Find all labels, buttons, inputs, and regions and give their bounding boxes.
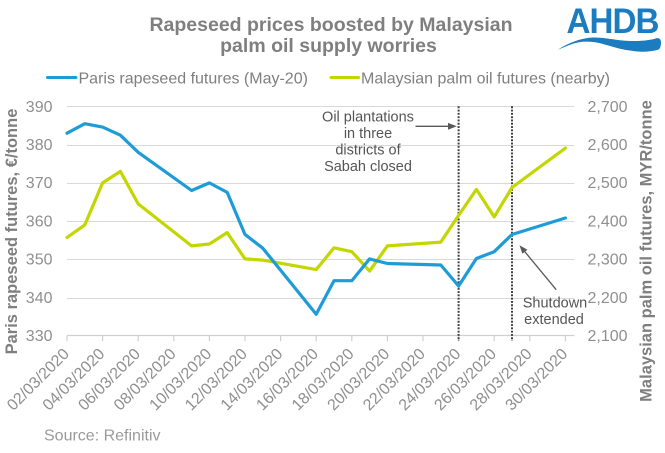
svg-text:Rapeseed prices boosted by Mal: Rapeseed prices boosted by Malaysian — [149, 14, 512, 36]
svg-text:Malaysian palm oil futures, MY: Malaysian palm oil futures, MYR/tonne — [638, 100, 656, 402]
svg-text:Malaysian palm oil futures (ne: Malaysian palm oil futures (nearby) — [361, 70, 610, 87]
svg-text:370: 370 — [26, 175, 53, 192]
svg-text:Sabah closed: Sabah closed — [324, 159, 412, 175]
svg-text:380: 380 — [26, 137, 53, 154]
svg-text:2,400: 2,400 — [588, 213, 628, 230]
svg-text:350: 350 — [26, 252, 53, 269]
svg-text:330: 330 — [26, 328, 53, 345]
svg-text:in three: in three — [344, 126, 392, 142]
svg-text:2,100: 2,100 — [588, 328, 628, 345]
svg-text:2,200: 2,200 — [588, 290, 628, 307]
svg-text:Source: Refinitiv: Source: Refinitiv — [44, 428, 161, 445]
svg-text:AHDB: AHDB — [567, 2, 659, 41]
svg-text:390: 390 — [26, 99, 53, 116]
svg-text:360: 360 — [26, 213, 53, 230]
svg-text:Paris rapeseed futures, €/tonn: Paris rapeseed futures, €/tonne — [3, 109, 21, 355]
svg-text:Paris rapeseed futures (May-20: Paris rapeseed futures (May-20) — [79, 70, 308, 87]
svg-text:2,500: 2,500 — [588, 175, 628, 192]
svg-text:340: 340 — [26, 290, 53, 307]
svg-text:extended: extended — [524, 312, 584, 328]
svg-text:2,600: 2,600 — [588, 137, 628, 154]
svg-text:2,300: 2,300 — [588, 252, 628, 269]
svg-text:districts of: districts of — [335, 143, 401, 159]
svg-text:Oil plantations: Oil plantations — [322, 109, 414, 125]
svg-text:palm oil supply worries: palm oil supply worries — [220, 35, 437, 57]
svg-text:Shutdown: Shutdown — [523, 296, 588, 312]
svg-text:2,700: 2,700 — [588, 99, 628, 116]
